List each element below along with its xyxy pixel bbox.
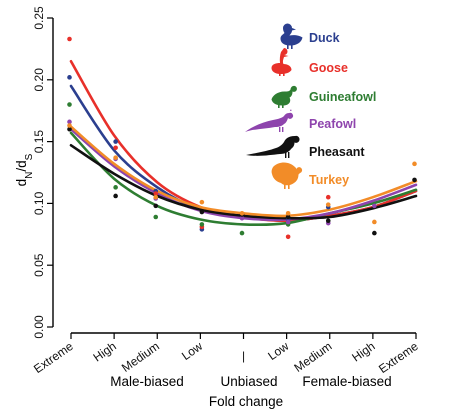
y-axis-title-slash: / bbox=[14, 168, 29, 172]
data-point-guineafowl bbox=[199, 222, 205, 227]
data-point-turkey bbox=[153, 194, 159, 200]
data-point-guineafowl bbox=[113, 185, 118, 190]
data-point-duck bbox=[67, 75, 72, 80]
data-point-goose bbox=[113, 145, 118, 151]
data-point-turkey bbox=[113, 155, 118, 160]
data-point-turkey bbox=[372, 219, 377, 225]
x-tick-label-center: | bbox=[242, 349, 245, 363]
turkey-icon bbox=[271, 162, 303, 189]
legend: Duck Goose Guineafowl Peafowl Pheasant Turkey bbox=[245, 23, 376, 189]
y-tick-label: 0.20 bbox=[32, 68, 46, 92]
goose-icon bbox=[271, 48, 292, 76]
x-tick-label: Extreme bbox=[31, 339, 76, 376]
x-tick-label: High bbox=[349, 339, 377, 365]
group-label-unbiased: Unbiased bbox=[220, 374, 277, 389]
data-point-pheasant bbox=[285, 214, 291, 220]
x-tick-label: Medium bbox=[291, 339, 334, 375]
data-point-peafowl bbox=[372, 203, 377, 209]
y-axis-title-d2: d bbox=[14, 160, 29, 168]
x-tick-label: Medium bbox=[119, 339, 162, 375]
x-tick-label: Low bbox=[265, 339, 291, 363]
data-point-pheasant bbox=[372, 230, 377, 236]
data-point-guineafowl bbox=[153, 214, 159, 220]
y-axis: 0.00 0.05 0.10 0.15 0.20 0.25 bbox=[32, 6, 54, 339]
legend-label-duck: Duck bbox=[309, 31, 340, 45]
legend-label-peafowl: Peafowl bbox=[309, 117, 356, 131]
pheasant-icon bbox=[246, 135, 300, 158]
data-point-goose bbox=[325, 194, 331, 200]
y-tick-label: 0.15 bbox=[32, 130, 46, 154]
data-point-turkey bbox=[412, 161, 417, 167]
data-point-turkey bbox=[239, 210, 245, 216]
legend-label-guineafowl: Guineafowl bbox=[309, 90, 376, 104]
data-point-goose bbox=[285, 234, 291, 240]
data-point-turkey bbox=[285, 210, 291, 216]
y-axis-title-d1: d bbox=[14, 179, 29, 187]
y-tick-label: 0.00 bbox=[32, 315, 46, 339]
legend-label-pheasant: Pheasant bbox=[309, 145, 365, 159]
group-label-female-biased: Female-biased bbox=[302, 374, 391, 389]
group-label-male-biased: Male-biased bbox=[110, 374, 184, 389]
data-point-pheasant bbox=[325, 218, 331, 224]
x-axis: Extreme High Medium Low | Low Medium HighExtrem… bbox=[31, 332, 421, 376]
data-point-peafowl bbox=[285, 219, 291, 225]
series-line-goose bbox=[69, 60, 418, 223]
y-axis-title: dN/dS bbox=[14, 153, 35, 186]
data-point-peafowl bbox=[239, 215, 245, 221]
x-tick-label: High bbox=[91, 339, 119, 365]
data-point-pheasant bbox=[153, 203, 159, 209]
data-point-turkey bbox=[325, 202, 331, 207]
data-point-pheasant bbox=[199, 209, 205, 215]
legend-label-turkey: Turkey bbox=[309, 173, 349, 187]
data-point-turkey bbox=[67, 123, 72, 128]
legend-label-goose: Goose bbox=[309, 61, 348, 75]
data-point-pheasant bbox=[67, 126, 72, 132]
y-axis-title-sub-s: S bbox=[24, 153, 35, 160]
data-point-guineafowl bbox=[239, 230, 245, 236]
peafowl-icon bbox=[245, 109, 294, 132]
data-point-pheasant bbox=[113, 193, 118, 199]
y-tick-label: 0.05 bbox=[32, 253, 46, 277]
series-curves bbox=[69, 60, 418, 227]
y-tick-label: 0.25 bbox=[32, 6, 46, 30]
data-point-duck bbox=[113, 139, 118, 144]
data-point-turkey bbox=[199, 199, 205, 205]
data-point-pheasant bbox=[412, 177, 417, 183]
duck-icon bbox=[280, 23, 303, 49]
series-line-guineafowl bbox=[69, 131, 418, 227]
x-axis-title: Fold change bbox=[209, 394, 283, 409]
y-tick-label: 0.10 bbox=[32, 191, 46, 215]
data-point-guineafowl bbox=[67, 102, 72, 107]
x-tick-label: Low bbox=[179, 339, 205, 363]
data-point-goose bbox=[67, 36, 72, 42]
data-point-goose bbox=[153, 191, 159, 196]
data-point-peafowl bbox=[67, 119, 72, 125]
series-points bbox=[67, 36, 417, 240]
x-tick-label: Extreme bbox=[376, 339, 421, 376]
guineafowl-icon bbox=[271, 85, 297, 108]
y-axis-title-sub-n: N bbox=[24, 172, 35, 179]
